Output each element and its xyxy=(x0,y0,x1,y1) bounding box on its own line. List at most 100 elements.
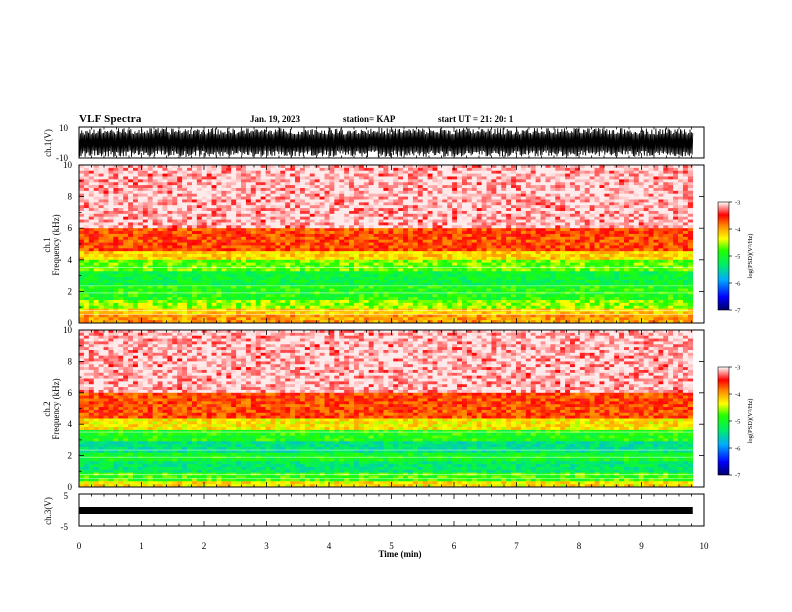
spectrogram-cell xyxy=(93,277,99,281)
spectrogram-cell xyxy=(231,187,237,192)
spectrogram-cell xyxy=(609,256,615,261)
spectrogram-cell xyxy=(147,202,153,206)
spectrogram-cell xyxy=(668,176,674,180)
spectrogram-cell xyxy=(427,182,433,186)
spectrogram-cell xyxy=(427,271,433,275)
spectrogram-cell xyxy=(486,256,492,261)
spectrogram-cell xyxy=(221,262,227,266)
spectrogram-cell xyxy=(329,239,335,243)
spectrogram-cell xyxy=(349,222,355,226)
spectrogram-cell xyxy=(368,248,374,252)
spectrogram-cell xyxy=(545,190,551,195)
spectrogram-cell xyxy=(216,176,222,180)
spectrogram-cell xyxy=(530,219,536,223)
spectrogram-cell xyxy=(432,274,438,278)
spectrogram-cell xyxy=(653,219,659,223)
spectrogram-cell xyxy=(265,274,271,278)
spectrogram-cell xyxy=(216,228,222,232)
spectrogram-cell xyxy=(540,179,546,183)
spectrogram-cell xyxy=(481,193,487,197)
spectrogram-cell xyxy=(663,173,669,177)
spectrogram-cell xyxy=(79,254,85,258)
spectrogram-cell xyxy=(216,193,222,197)
spectrogram-cell xyxy=(648,265,654,269)
spectrogram-cell xyxy=(570,222,576,226)
spectrogram-cell xyxy=(589,219,595,223)
spectrogram-cell xyxy=(221,225,227,229)
spectrogram-cell xyxy=(334,233,340,238)
spectrogram-cell xyxy=(344,205,350,209)
spectrogram-cell xyxy=(231,256,237,261)
spectrogram-cell xyxy=(506,242,512,246)
spectrogram-cell xyxy=(589,254,595,258)
spectrogram-cell xyxy=(437,245,443,249)
spectrogram-cell xyxy=(88,187,95,192)
spectrogram-cell xyxy=(678,222,684,226)
spectrogram-cell xyxy=(491,182,497,186)
spectrogram-cell xyxy=(196,173,203,177)
spectrogram-cell xyxy=(304,233,311,238)
spectrogram-cell xyxy=(83,274,90,278)
spectrogram-cell xyxy=(152,239,158,243)
ch1-spectrogram-image xyxy=(79,165,704,324)
spectrogram-cell xyxy=(255,262,262,266)
spectrogram-cell xyxy=(589,193,595,197)
spectrogram-cell xyxy=(83,277,90,281)
spectrogram-cell xyxy=(466,179,473,183)
spectrogram-cell xyxy=(88,219,95,223)
spectrogram-cell xyxy=(687,213,694,218)
spectrogram-cell xyxy=(638,170,644,174)
spectrogram-cell xyxy=(182,210,188,215)
spectrogram-cell xyxy=(466,222,473,226)
spectrogram-cell xyxy=(383,239,389,243)
spectrogram-cell xyxy=(334,185,340,189)
spectrogram-cell xyxy=(275,239,281,243)
spectrogram-cell xyxy=(643,176,649,180)
spectrogram-cell xyxy=(344,202,350,206)
spectrogram-cell xyxy=(79,219,85,223)
spectrogram-cell xyxy=(624,265,630,269)
spectrogram-cell xyxy=(280,196,286,200)
spectrogram-cell xyxy=(265,210,271,215)
spectrogram-cell xyxy=(93,165,99,169)
spectrogram-cell xyxy=(442,185,448,189)
spectrogram-cell xyxy=(363,167,370,172)
spectrogram-cell xyxy=(201,239,208,243)
spectrogram-cell xyxy=(162,262,168,266)
spectrogram-cell xyxy=(682,179,689,183)
spectrogram-cell xyxy=(241,245,247,249)
spectrogram-cell xyxy=(133,219,139,223)
spectrogram-cell xyxy=(216,231,222,235)
spectrogram-cell xyxy=(93,271,99,275)
spectrogram-cell xyxy=(619,165,625,169)
spectrogram-cell xyxy=(447,236,453,241)
spectrogram-cell xyxy=(565,256,571,261)
spectrogram-cell xyxy=(349,179,355,183)
spectrogram-cell xyxy=(314,233,320,238)
spectrogram-cell xyxy=(231,182,237,186)
spectrogram-cell xyxy=(584,173,590,177)
spectrogram-cell xyxy=(191,165,198,169)
spectrogram-cell xyxy=(221,196,227,200)
spectrogram-cell xyxy=(211,213,217,218)
spectrogram-cell xyxy=(604,176,610,180)
spectrogram-cell xyxy=(182,196,188,200)
spectrogram-cell xyxy=(417,274,424,278)
spectrogram-cell xyxy=(417,190,424,195)
spectrogram-cell xyxy=(604,231,610,235)
spectrogram-cell xyxy=(250,179,257,183)
spectrogram-cell xyxy=(682,225,689,229)
spectrogram-cell xyxy=(432,231,438,235)
spectrogram-cell xyxy=(619,219,625,223)
spectrogram-cell xyxy=(172,228,178,232)
spectrogram-cell xyxy=(108,190,114,195)
spectrogram-cell xyxy=(678,233,684,238)
spectrogram-cell xyxy=(275,185,281,189)
spectrogram-cell xyxy=(368,185,374,189)
spectrogram-cell xyxy=(658,179,664,183)
spectrogram-cell xyxy=(486,210,492,215)
spectrogram-cell xyxy=(309,271,316,275)
spectrogram-cell xyxy=(565,262,571,266)
spectrogram-cell xyxy=(295,256,301,261)
spectrogram-cell xyxy=(403,259,409,264)
